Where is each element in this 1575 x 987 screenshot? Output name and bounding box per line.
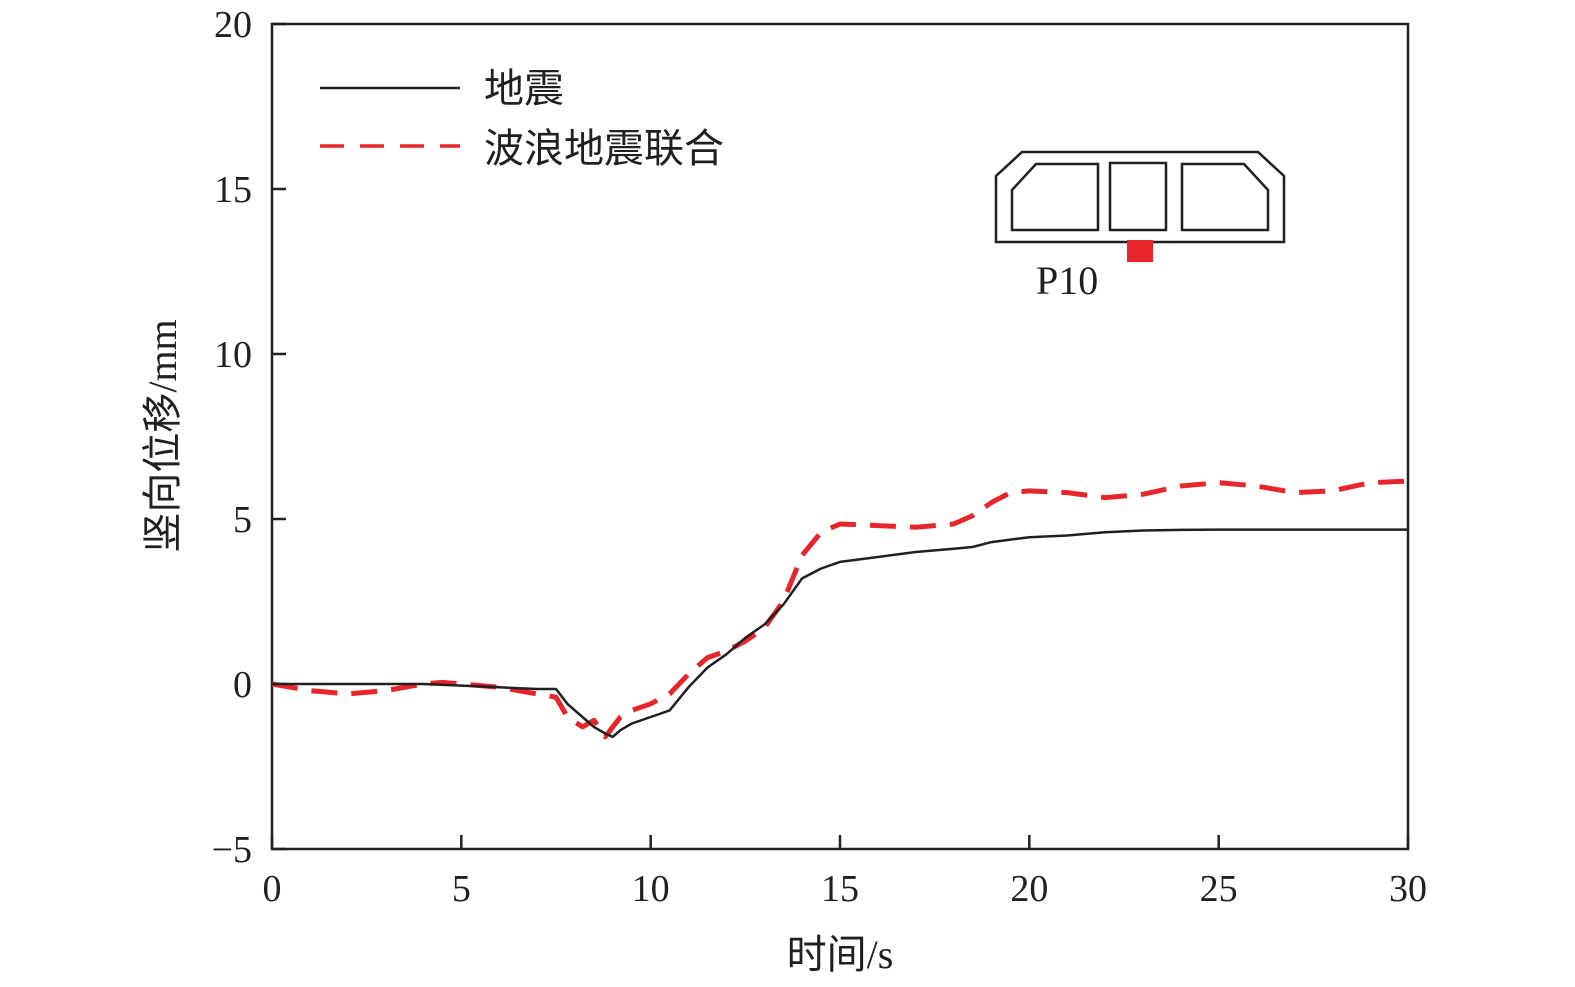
section-outline — [994, 150, 1286, 244]
legend-label-earthquake: 地震 — [484, 66, 564, 111]
y-tick-label-4: 15 — [214, 169, 252, 211]
x-tick-label-6: 30 — [1389, 868, 1427, 910]
y-tick-label-0: −5 — [212, 829, 252, 871]
legend: 地震 波浪地震联合 — [320, 66, 724, 171]
section-left-cell — [1010, 162, 1100, 232]
series-line-combined — [271, 478, 1409, 740]
x-tick-label-5: 25 — [1200, 868, 1238, 910]
section-right-cell — [1180, 162, 1270, 232]
inset-cross-section: P10 — [994, 150, 1286, 303]
y-tick-label-1: 0 — [233, 664, 252, 706]
legend-label-combined: 波浪地震联合 — [484, 126, 724, 171]
x-tick-label-1: 5 — [452, 868, 471, 910]
y-tick-label-5: 20 — [214, 4, 252, 46]
y-tick-label-2: 5 — [233, 499, 252, 541]
y-tick-label-3: 10 — [214, 334, 252, 376]
section-middle-cell — [1108, 161, 1168, 232]
x-tick-label-4: 20 — [1010, 868, 1048, 910]
series-line-earthquake — [272, 528, 1408, 739]
p10-marker — [1127, 240, 1153, 262]
series-layer — [271, 478, 1409, 740]
p10-label: P10 — [1036, 258, 1098, 303]
x-tick-label-2: 10 — [632, 868, 670, 910]
y-axis-title: 竖向位移/mm — [140, 319, 185, 552]
x-tick-label-3: 15 — [821, 868, 859, 910]
tick-labels: 0 5 10 15 20 25 30 −5 0 5 10 15 20 — [212, 4, 1427, 910]
x-tick-label-0: 0 — [263, 868, 282, 910]
x-axis-title: 时间/s — [787, 932, 894, 977]
